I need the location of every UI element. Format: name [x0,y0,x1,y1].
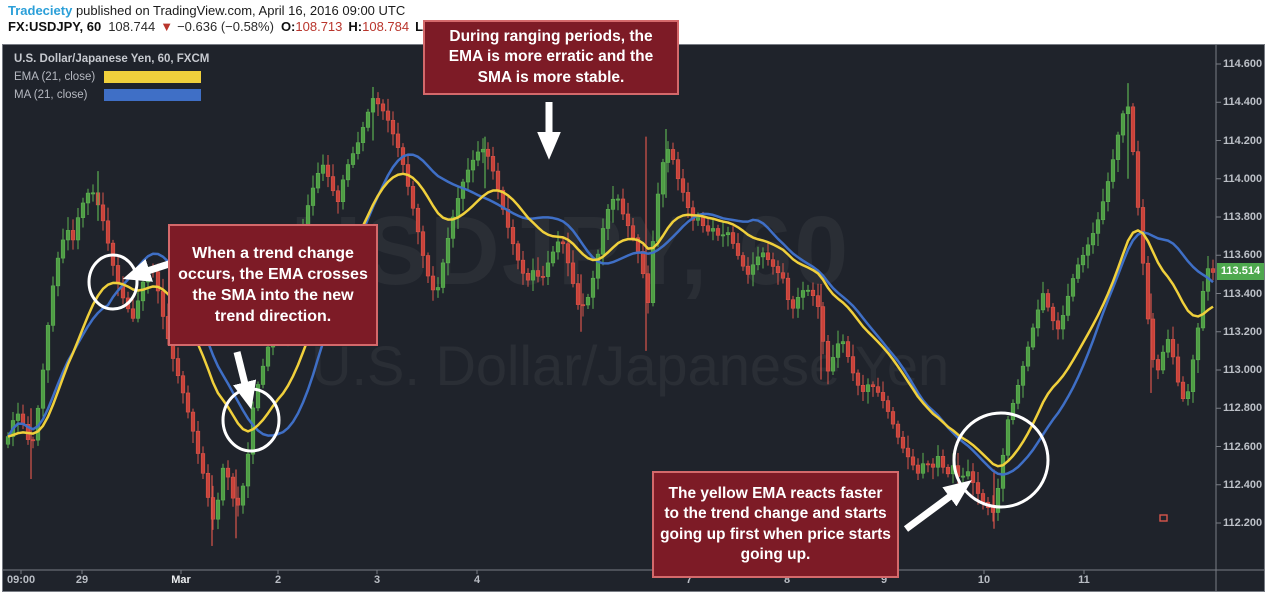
chart-legend: U.S. Dollar/Japanese Yen, 60, FXCM EMA (… [14,51,209,104]
last-value: 108.744 [108,19,156,34]
down-triangle-icon: ▼ [160,19,174,34]
symbol-stats-line: FX:USDJPY, 60 108.744 ▼ −0.636 (−0.58%) O:10… [8,19,442,34]
price-tick-label: 113.400 [1223,287,1263,300]
price-tick-label: 114.400 [1223,96,1263,109]
price-chart-canvas[interactable] [3,45,1264,591]
price-tick-label: 113.800 [1223,211,1263,223]
time-tick-label: 11 [1078,574,1090,586]
publish-text: published on TradingView.com, April 16, … [72,3,406,18]
wick-spikes [30,83,1152,546]
publish-line: Tradeciety published on TradingView.com,… [8,3,405,18]
price-tick-label: 112.800 [1223,402,1263,415]
price-tick-label: 114.200 [1223,134,1263,147]
legend-ma-row[interactable]: MA (21, close) [14,86,209,104]
price-tick-label: 113.000 [1223,364,1263,376]
time-tick-label: 4 [473,574,481,586]
ma-swatch [104,89,201,101]
time-tick-label: 2 [274,574,282,586]
time-tick-label: 9 [880,574,888,586]
high-value: 108.784 [362,19,410,34]
time-tick-label: 10 [977,574,991,586]
open-value: 108.713 [295,19,343,34]
callout-ranging: During ranging periods, the EMA is more … [423,20,679,95]
price-tick-label: 114.600 [1223,58,1263,70]
time-tick-label: 09:00 [7,574,36,586]
high-label: H: [348,19,363,34]
symbol-label[interactable]: FX:USDJPY, 60 [8,19,102,34]
price-tick-label: 114.000 [1223,172,1263,185]
price-tick-label: 113.600 [1223,249,1263,262]
callout-trend-change: When a trend change occurs, the EMA cros… [168,224,378,346]
time-tick-label: Mar [171,574,191,586]
ema-swatch [104,71,201,83]
time-tick-label: 29 [75,574,89,586]
open-label: O: [280,19,296,34]
price-tick-label: 112.600 [1223,440,1263,453]
legend-title[interactable]: U.S. Dollar/Japanese Yen, 60, FXCM [14,53,210,65]
time-tick-label: 8 [783,574,791,586]
last-price-label: 113.514 [1217,263,1264,281]
legend-ema-row[interactable]: EMA (21, close) [14,68,209,86]
change-value: −0.636 (−0.58%) [177,19,274,34]
price-tick-label: 112.200 [1223,517,1263,529]
brand-link[interactable]: Tradeciety [8,3,73,18]
time-tick-label: 7 [685,574,693,586]
ma-label: MA (21, close) [14,89,88,101]
callout-ema-reacts: The yellow EMA reacts faster to the tren… [652,471,899,578]
price-tick-label: 113.200 [1223,325,1263,338]
price-tick-label: 112.400 [1223,478,1263,491]
time-tick-label: 3 [373,574,381,586]
ema-label: EMA (21, close) [14,71,96,83]
